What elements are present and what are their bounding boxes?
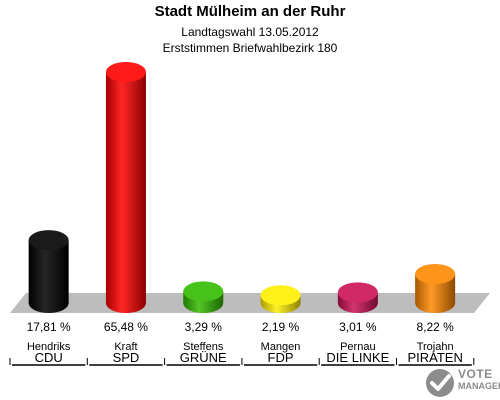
chart-subtitle-2: Erststimmen Briefwahlbezirk 180	[162, 41, 338, 55]
bar-value-label: 8,22 %	[416, 320, 454, 334]
party-label: SPD	[113, 350, 140, 365]
party-label: CDU	[35, 350, 63, 365]
bar-value-label: 65,48 %	[104, 320, 148, 334]
party-label: GRÜNE	[180, 350, 227, 365]
bar-top	[337, 282, 378, 303]
bar-value-label: 3,01 %	[339, 320, 377, 334]
bar-value-label: 3,29 %	[185, 320, 223, 334]
bar-top	[415, 264, 456, 285]
bar-value-label: 17,81 %	[27, 320, 71, 334]
party-label: FDP	[268, 350, 294, 365]
bar-gr-ne	[183, 281, 224, 313]
bar-piraten	[415, 264, 456, 313]
chart-subtitle: Landtagswahl 13.05.2012	[181, 25, 319, 39]
bar-value-label: 2,19 %	[262, 320, 300, 334]
bar-top	[183, 281, 224, 302]
bar-fdp	[260, 285, 301, 313]
checkmark-icon	[426, 369, 454, 397]
candidate-label: Kraft	[114, 341, 137, 353]
bar-body	[28, 240, 69, 313]
party-label: DIE LINKE	[326, 350, 389, 365]
candidate-label: Mangen	[261, 341, 301, 353]
bar-top	[28, 230, 69, 251]
bar-top	[260, 285, 301, 306]
bar-body	[415, 274, 456, 313]
logo-text-manager: MANAGER	[458, 381, 500, 391]
bar-die-linke	[337, 282, 378, 313]
bar-body	[105, 72, 146, 313]
candidate-label: Steffens	[183, 341, 224, 353]
bar-spd	[105, 62, 146, 313]
chart-title: Stadt Mülheim an der Ruhr	[154, 3, 346, 20]
vote-manager-logo: VOTE MANAGER	[424, 365, 500, 400]
bar-top	[105, 62, 146, 82]
party-label: PIRATEN	[407, 350, 462, 365]
bar-cdu	[28, 230, 69, 313]
logo-text-vote: VOTE	[458, 367, 493, 381]
candidate-label: Pernau	[340, 341, 375, 353]
candidate-label: Hendriks	[27, 341, 71, 353]
candidate-label: Trojahn	[417, 341, 454, 353]
